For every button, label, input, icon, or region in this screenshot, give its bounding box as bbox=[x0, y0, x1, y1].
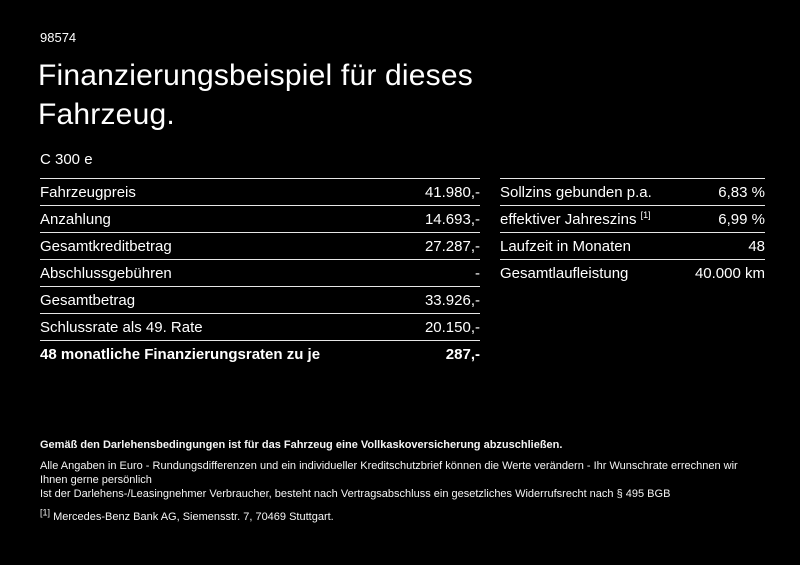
vehicle-model: C 300 e bbox=[40, 151, 93, 168]
footnote-euro-note: Alle Angaben in Euro - Rundungsdifferenz… bbox=[40, 460, 738, 486]
table-row-monatsrate: 48 monatliche Finanzierungsraten zu je 2… bbox=[40, 340, 480, 367]
row-label: Gesamtkreditbetrag bbox=[40, 237, 172, 255]
footnote-insurance: Gemäß den Darlehensbedingungen ist für d… bbox=[40, 439, 563, 451]
financing-table: Fahrzeugpreis 41.980,- Anzahlung 14.693,… bbox=[40, 178, 480, 367]
footnote-ref-marker: [1] bbox=[640, 209, 651, 220]
table-row-gesamtbetrag: Gesamtbetrag 33.926,- bbox=[40, 286, 480, 313]
table-row-gesamtkreditbetrag: Gesamtkreditbetrag 27.287,- bbox=[40, 232, 480, 259]
row-value: 41.980,- bbox=[424, 183, 480, 201]
table-row-schlussrate: Schlussrate als 49. Rate 20.150,- bbox=[40, 313, 480, 340]
row-value: 14.693,- bbox=[424, 210, 480, 228]
row-label: Fahrzeugpreis bbox=[40, 183, 136, 201]
row-label: Abschlussgebühren bbox=[40, 264, 172, 282]
row-label: Gesamtbetrag bbox=[40, 291, 136, 309]
table-row-sollzins: Sollzins gebunden p.a. 6,83 % bbox=[500, 178, 765, 205]
page-title-line1: Finanzierungsbeispiel für dieses bbox=[38, 59, 473, 92]
row-label: Sollzins gebunden p.a. bbox=[500, 183, 652, 201]
table-row-fahrzeugpreis: Fahrzeugpreis 41.980,- bbox=[40, 178, 480, 205]
row-value: 48 bbox=[748, 237, 765, 255]
row-value: 33.926,- bbox=[424, 291, 480, 309]
row-value: 20.150,- bbox=[424, 318, 480, 336]
table-row-anzahlung: Anzahlung 14.693,- bbox=[40, 205, 480, 232]
row-label: effektiver Jahreszins [1] bbox=[500, 209, 651, 228]
footnote-ref-marker: [1] bbox=[40, 507, 51, 518]
footnote-bank-text: Mercedes-Benz Bank AG, Siemensstr. 7, 70… bbox=[53, 511, 334, 523]
row-value: - bbox=[475, 264, 480, 282]
row-value: 287,- bbox=[445, 345, 480, 363]
table-row-abschlussgebuehren: Abschlussgebühren - bbox=[40, 259, 480, 286]
row-value: 6,83 % bbox=[718, 183, 765, 201]
row-label: Schlussrate als 49. Rate bbox=[40, 318, 203, 336]
row-label-text: effektiver Jahreszins bbox=[500, 210, 637, 228]
row-label: Gesamtlaufleistung bbox=[500, 264, 629, 282]
row-label: 48 monatliche Finanzierungsraten zu je bbox=[40, 345, 321, 363]
page-title-line2: Fahrzeug. bbox=[38, 98, 175, 131]
row-value: 40.000 km bbox=[694, 264, 765, 282]
page-title: Finanzierungsbeispiel für dieses Fahrzeug… bbox=[38, 56, 473, 134]
row-value: 27.287,- bbox=[424, 237, 480, 255]
footnote-bank: [1] Mercedes-Benz Bank AG, Siemensstr. 7… bbox=[40, 507, 762, 524]
row-value: 6,99 % bbox=[718, 210, 765, 228]
conditions-table: Sollzins gebunden p.a. 6,83 % effektiver… bbox=[500, 178, 765, 286]
footnotes: Gemäß den Darlehensbedingungen ist für d… bbox=[40, 438, 762, 524]
row-label: Anzahlung bbox=[40, 210, 111, 228]
table-row-laufzeit: Laufzeit in Monaten 48 bbox=[500, 232, 765, 259]
footnote-widerrufsrecht: Ist der Darlehens-/Leasingnehmer Verbrau… bbox=[40, 488, 671, 500]
table-row-effektiver-jahreszins: effektiver Jahreszins [1] 6,99 % bbox=[500, 205, 765, 232]
listing-id: 98574 bbox=[40, 30, 77, 45]
row-label: Laufzeit in Monaten bbox=[500, 237, 631, 255]
table-row-gesamtlaufleistung: Gesamtlaufleistung 40.000 km bbox=[500, 259, 765, 286]
